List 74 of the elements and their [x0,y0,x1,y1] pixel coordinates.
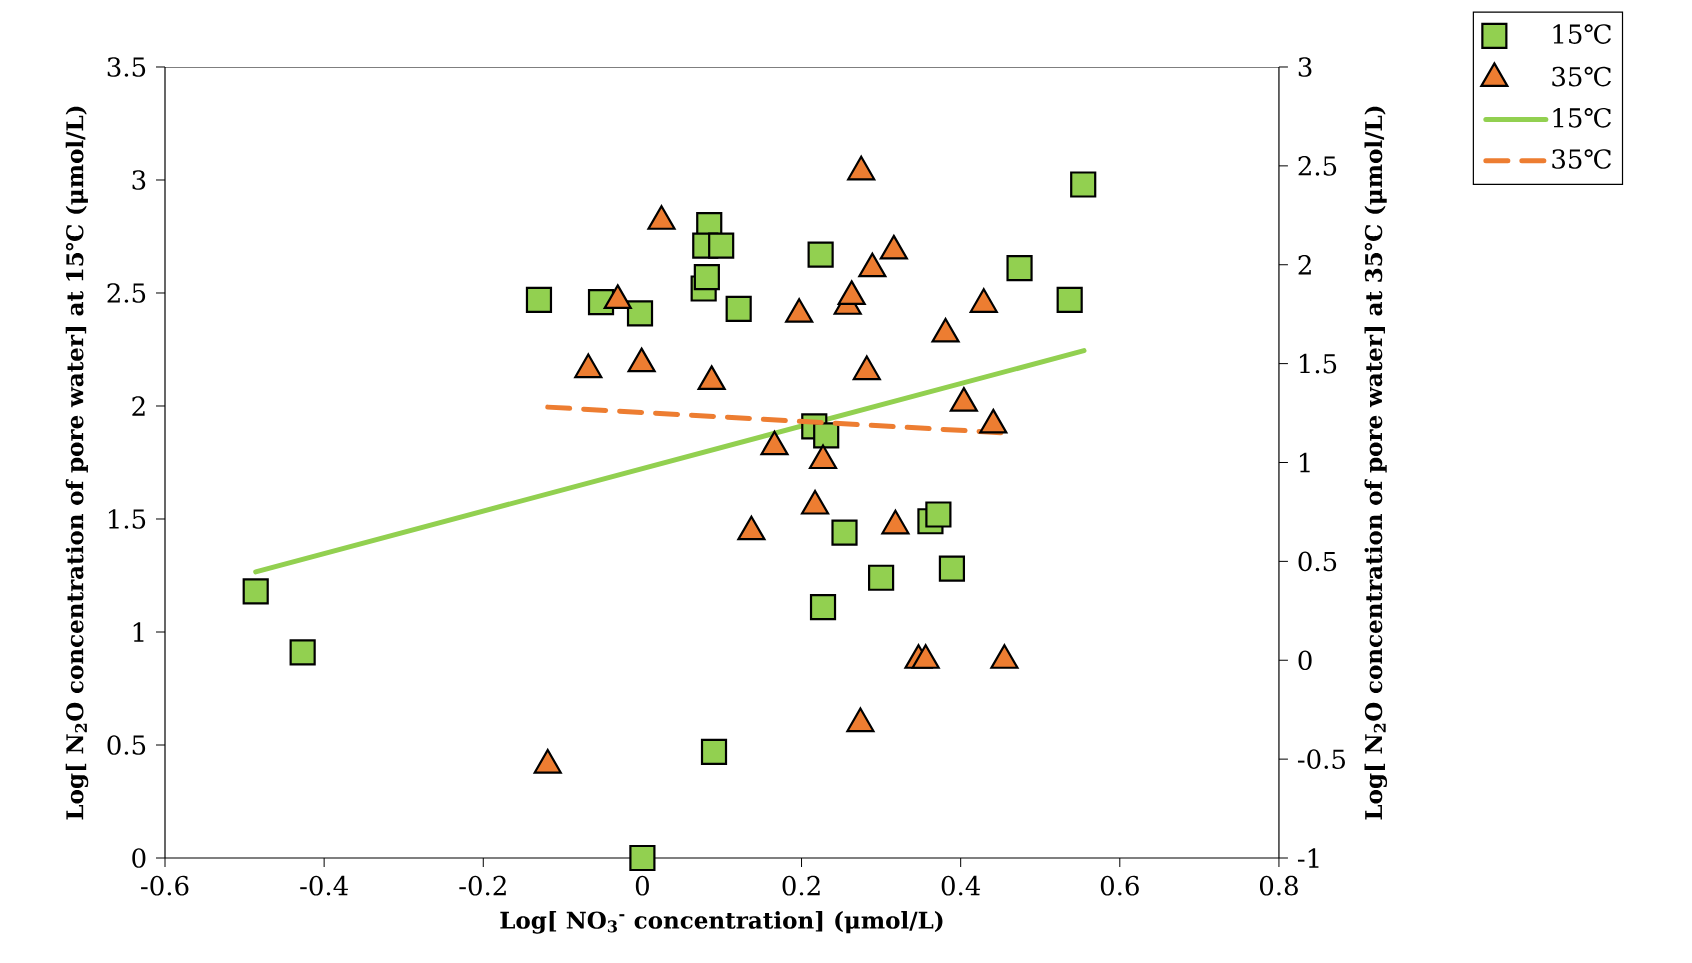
point [931,317,960,343]
point [760,430,789,456]
point [990,644,1019,669]
y2-tick-label: 2 [1298,255,1311,275]
point [1006,255,1033,282]
point [969,288,998,313]
point [242,578,269,605]
text: Log[ NO$_{3}$$^{-}$ concentration] (μmol/L) [500,911,943,934]
x-tick-label: 0.2 [782,875,820,896]
y-tick-label: 2.5 [107,283,146,303]
point [627,347,656,373]
point [697,365,726,391]
y2-tick-label: 0.5 [1298,551,1337,572]
point [808,444,838,470]
y2-tick-label: -0.5 [1297,749,1345,769]
point [847,155,876,181]
point [837,280,866,305]
point [737,515,766,541]
point [785,298,814,323]
point [525,286,553,313]
point [629,844,656,872]
x-tick-label: 0.8 [1259,875,1298,896]
y-tick-label: 0 [132,848,146,868]
x-tick-label: -0.6 [141,875,189,896]
legend-label: 15℃ [1553,24,1611,44]
point [693,264,720,291]
y2-tick-label: 0 [1298,650,1312,671]
point [289,639,316,666]
y-tick-label: 2 [132,396,145,416]
point [807,241,834,268]
point [708,232,735,259]
point [868,564,895,591]
y-tick-label: 1 [133,622,144,642]
point [533,748,562,774]
x-tick-label: -0.4 [300,875,348,896]
point [809,594,837,621]
point [911,644,940,669]
point [831,519,858,546]
legend-label: 35℃ [1552,149,1611,169]
point [800,489,830,515]
text: Log[ N$_{2}$O concentration of pore water] at 15℃ (μmol/L) [65,106,89,820]
y2-tick-label: -1 [1297,848,1319,868]
point [700,738,728,765]
y2-tick-label: 1 [1299,452,1310,473]
point [979,408,1008,434]
point [574,353,603,379]
point [938,555,966,582]
point [647,205,676,230]
point [846,707,875,733]
x-tick-label: 0.4 [941,875,981,896]
point [925,501,952,528]
point [1056,286,1083,313]
point [858,252,887,278]
y-tick-label: 0.5 [107,735,146,755]
point [603,284,632,309]
point [1070,171,1097,198]
legend-label: 15℃ [1553,107,1611,128]
x-tick-label: -0.2 [459,875,506,896]
point [881,509,910,535]
point [725,295,752,322]
x-tick-label: 0 [635,875,649,896]
point [879,234,908,260]
y2-tick-label: 1.5 [1299,353,1337,374]
point [949,387,978,412]
x-tick-label: 0.6 [1100,875,1139,896]
y2-tick-label: 2.5 [1298,156,1337,176]
point [852,355,881,381]
y-tick-label: 3 [132,170,146,190]
y-tick-label: 3.5 [107,57,146,77]
legend-label: 35℃ [1552,66,1611,87]
y-tick-label: 1.5 [108,509,146,529]
point [626,300,654,327]
text: Log[ N$_{2}$O concentration of pore water] at 35℃ (μmol/L) [1364,106,1388,820]
y2-tick-label: 3 [1298,57,1312,77]
